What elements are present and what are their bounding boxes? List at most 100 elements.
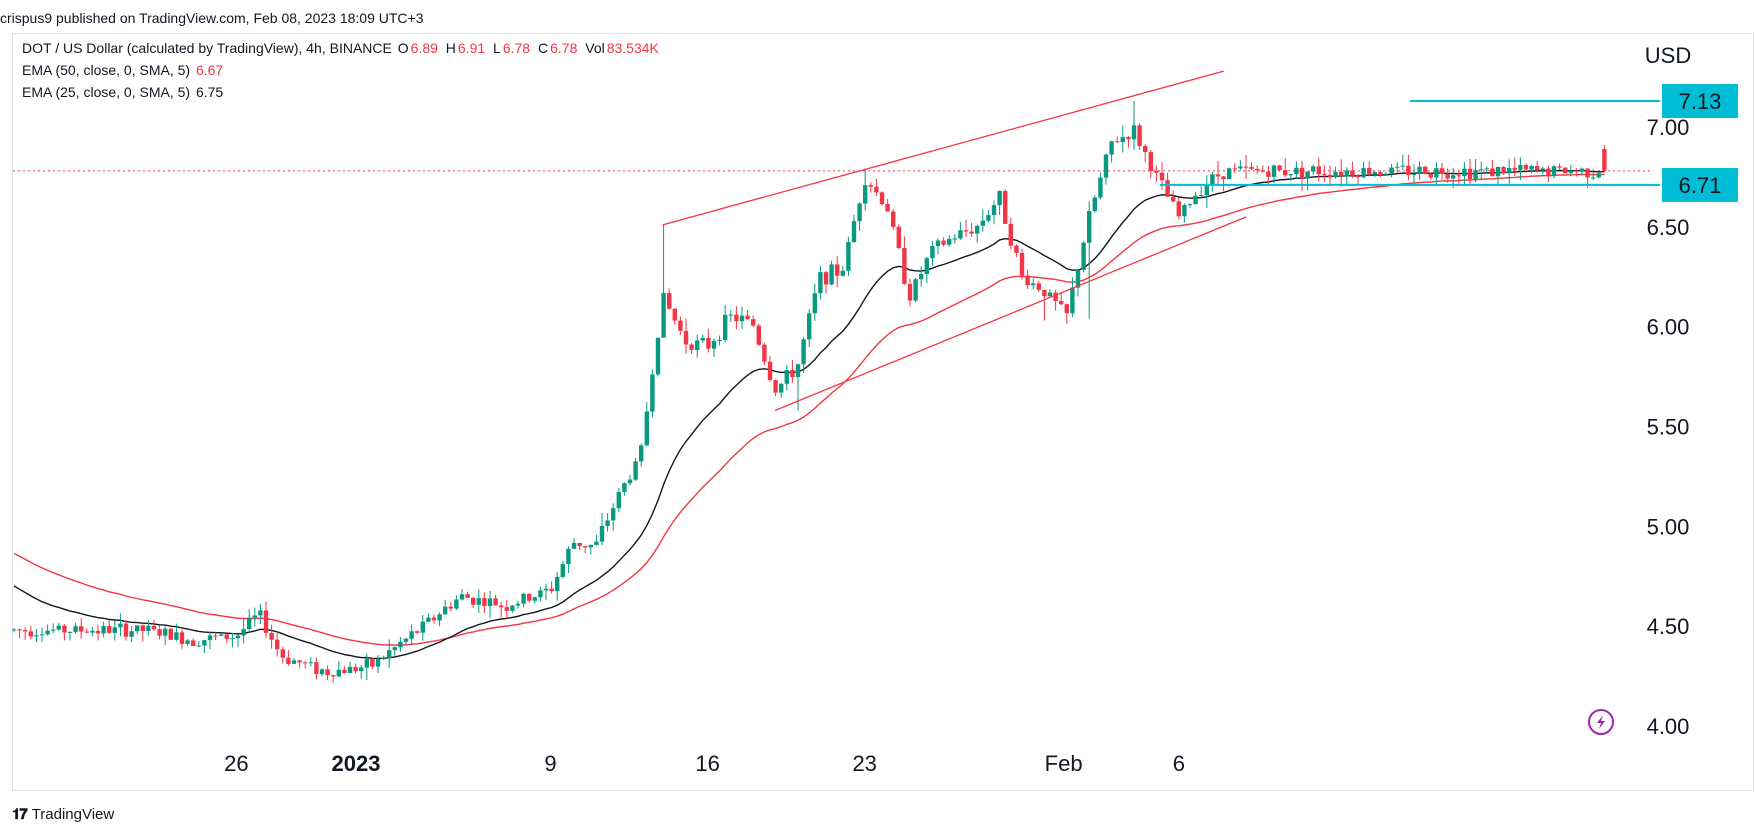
candle-body [443,606,448,615]
candle [991,200,997,225]
high-value: 6.91 [457,40,486,56]
candle-body [1271,165,1277,177]
candle-body [941,240,946,245]
candle-body [1311,166,1316,172]
candle [1243,154,1249,180]
candle [437,612,442,627]
candle-body [902,247,907,284]
candle [179,629,185,649]
close-value: 6.78 [550,40,578,56]
candle-body [1008,223,1013,246]
currency-label: USD [1645,43,1691,68]
candle [364,653,369,681]
candle-body [437,614,442,621]
candle [84,628,89,634]
candle-body [1277,165,1282,171]
candle [667,288,672,310]
candle [935,238,941,255]
candle-body [1495,166,1501,177]
candle-body [762,344,767,362]
x-tick-label: 23 [852,751,876,776]
candle-body [191,640,196,647]
candle [235,634,241,648]
candle [986,210,991,223]
candle [291,658,297,665]
candle [1473,158,1478,183]
candle [51,623,56,634]
candle [745,309,750,320]
candle [90,626,95,637]
candle [415,630,420,635]
candle [1411,164,1417,183]
candle-body [331,675,336,677]
candle-body [1238,166,1243,169]
candle [1238,160,1243,171]
candle-body [1322,174,1327,176]
candle-body [381,658,386,660]
candle-body [135,625,140,632]
volume-label: Vol [585,40,605,56]
candle [695,334,700,358]
level-badge-label: 7.13 [1679,89,1722,114]
candle-body [980,220,985,226]
candle-body [1204,185,1209,196]
candle-body [151,625,157,630]
candle-body [1171,196,1176,202]
candle [734,306,739,330]
ema50-series [13,173,1605,646]
candle-body [784,370,789,384]
candle-body [1288,174,1293,176]
candle [1294,161,1299,179]
candle [168,628,173,640]
candle-body [1596,173,1601,178]
candle [930,241,935,266]
candle-body [1529,166,1534,170]
candle [1355,174,1361,186]
candle-body [913,279,918,301]
candle-body [907,283,913,301]
candle-body [812,293,817,314]
candle-body [1316,166,1321,175]
candle [1232,163,1237,174]
candle-body [1344,170,1349,177]
candle-body [935,240,941,247]
candle-body [1417,166,1422,175]
ema25-legend: EMA (25, close, 0, SMA, 5) 6.75 [22,84,225,100]
candle [387,639,392,668]
candle-body [779,383,784,393]
candle [465,591,470,598]
candle-body [538,590,543,598]
candle-body [958,230,963,239]
candle [560,561,565,579]
replay-icon[interactable] [1588,709,1614,735]
candle [577,542,582,551]
candle [1031,278,1036,290]
candle [538,586,543,602]
candle [381,655,386,661]
candle-body [695,340,700,350]
candle [1171,190,1176,203]
candle [1523,163,1529,171]
candle-body [1378,172,1383,175]
candle-body [734,314,739,322]
candle [1064,303,1069,324]
close-label: C [537,40,549,56]
candle-body [678,320,683,331]
candle-body [706,337,711,349]
candle-body [252,615,257,618]
horizontal-levels: 7.13 6.71 [1160,84,1738,202]
tradingview-logo[interactable]: 𝟏𝟕 TradingView [12,806,114,823]
candle-body [431,617,437,621]
candle-body [723,314,728,340]
candle-body [1025,275,1030,286]
candle [1467,159,1473,185]
candle-body [930,246,935,259]
candle [885,198,890,212]
price-axis: USD 4.00 4.50 5.00 5.50 6.00 6.50 7.00 [1645,43,1691,739]
candle-body [969,231,974,234]
candle-body [745,315,750,320]
candle [1445,168,1450,183]
candle [476,589,481,613]
candle-body [1159,172,1165,181]
